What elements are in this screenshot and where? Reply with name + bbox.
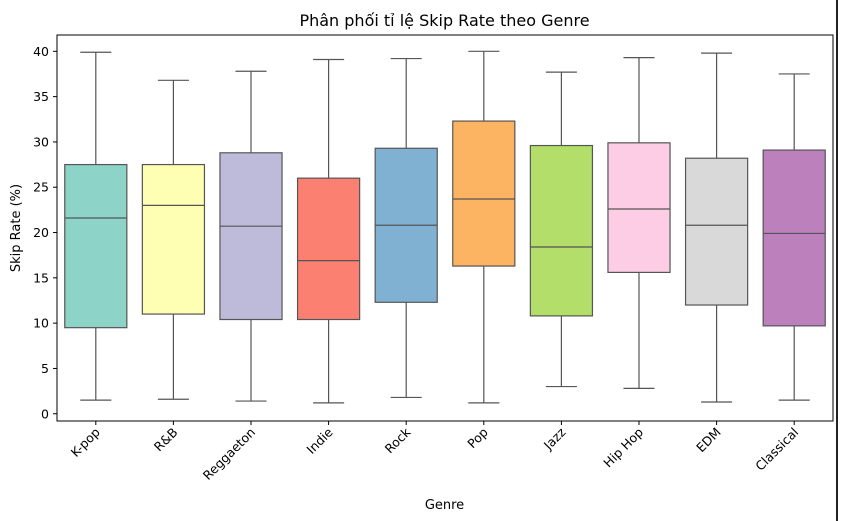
y-tick-label: 35 xyxy=(33,89,49,104)
box-indie xyxy=(296,177,361,321)
x-tick-label: Jazz xyxy=(540,424,569,453)
y-tick-label: 15 xyxy=(33,270,49,285)
x-tick-label: Indie xyxy=(303,424,336,457)
y-tick-label: 5 xyxy=(41,361,49,376)
x-tick-label: Hip Hop xyxy=(600,424,646,470)
y-tick-label: 40 xyxy=(33,44,49,59)
box-jazz xyxy=(529,144,594,317)
x-tick-label: Pop xyxy=(464,424,491,451)
box-reggaeton xyxy=(219,152,283,321)
y-tick-label: 0 xyxy=(41,406,49,421)
box-k-pop xyxy=(64,163,128,329)
x-tick-label: Rock xyxy=(382,424,414,456)
x-tick-label: R&B xyxy=(151,425,181,455)
box-r-b xyxy=(141,163,206,315)
y-tick-label: 10 xyxy=(33,316,49,331)
y-tick-label: 20 xyxy=(33,225,49,240)
y-axis-label: Skip Rate (%) xyxy=(9,184,24,272)
box-hip-hop xyxy=(607,142,671,273)
box-classical xyxy=(762,149,826,327)
x-tick-label: Classical xyxy=(752,425,801,474)
chart-title: Phân phối tỉ lệ Skip Rate theo Genre xyxy=(299,11,589,30)
plot-area: K-pop R&B Reggaeton Indie Rock Pop Jazz Hip Hop… xyxy=(33,34,834,483)
box-pop xyxy=(452,120,516,267)
axes-frame xyxy=(56,34,834,422)
x-tick-label: K-pop xyxy=(68,424,103,459)
x-tick-label: Reggaeton xyxy=(200,425,258,483)
y-tick-label: 25 xyxy=(33,180,49,195)
box-edm xyxy=(684,157,749,306)
x-axis-label: Genre xyxy=(425,498,464,513)
y-tick-label: 30 xyxy=(33,134,49,149)
x-tick-label: EDM xyxy=(693,425,724,456)
